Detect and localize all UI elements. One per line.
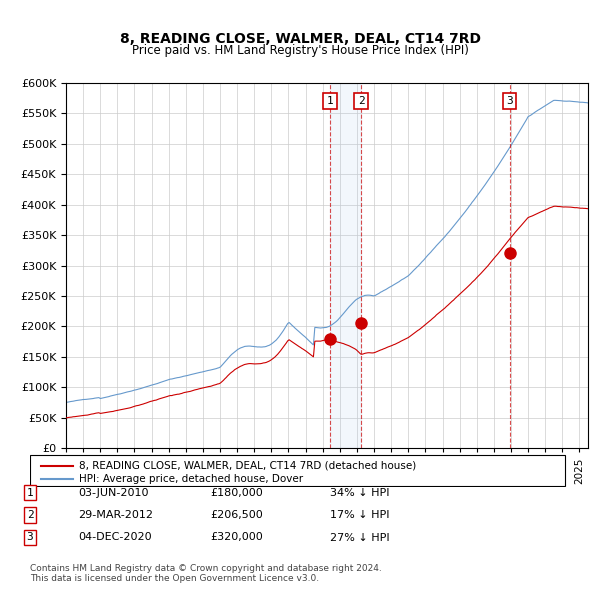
Text: 34% ↓ HPI: 34% ↓ HPI xyxy=(330,488,389,497)
Text: 8, READING CLOSE, WALMER, DEAL, CT14 7RD: 8, READING CLOSE, WALMER, DEAL, CT14 7RD xyxy=(119,32,481,47)
Text: £180,000: £180,000 xyxy=(210,488,263,497)
Text: 2: 2 xyxy=(358,96,364,106)
Text: £320,000: £320,000 xyxy=(210,533,263,542)
Text: 3: 3 xyxy=(26,533,34,542)
Text: 1: 1 xyxy=(26,488,34,497)
Text: £206,500: £206,500 xyxy=(210,510,263,520)
Text: Price paid vs. HM Land Registry's House Price Index (HPI): Price paid vs. HM Land Registry's House … xyxy=(131,44,469,57)
Text: 2: 2 xyxy=(26,510,34,520)
Text: 8, READING CLOSE, WALMER, DEAL, CT14 7RD (detached house): 8, READING CLOSE, WALMER, DEAL, CT14 7RD… xyxy=(79,461,416,471)
Text: Contains HM Land Registry data © Crown copyright and database right 2024.
This d: Contains HM Land Registry data © Crown c… xyxy=(30,563,382,583)
Text: HPI: Average price, detached house, Dover: HPI: Average price, detached house, Dove… xyxy=(79,474,303,484)
Text: 17% ↓ HPI: 17% ↓ HPI xyxy=(330,510,389,520)
Text: 1: 1 xyxy=(326,96,333,106)
Text: 04-DEC-2020: 04-DEC-2020 xyxy=(78,533,152,542)
FancyBboxPatch shape xyxy=(30,455,565,486)
Bar xyxy=(330,83,361,448)
Text: 27% ↓ HPI: 27% ↓ HPI xyxy=(330,533,389,542)
Text: 3: 3 xyxy=(506,96,513,106)
Text: 03-JUN-2010: 03-JUN-2010 xyxy=(78,488,149,497)
Text: 29-MAR-2012: 29-MAR-2012 xyxy=(78,510,153,520)
